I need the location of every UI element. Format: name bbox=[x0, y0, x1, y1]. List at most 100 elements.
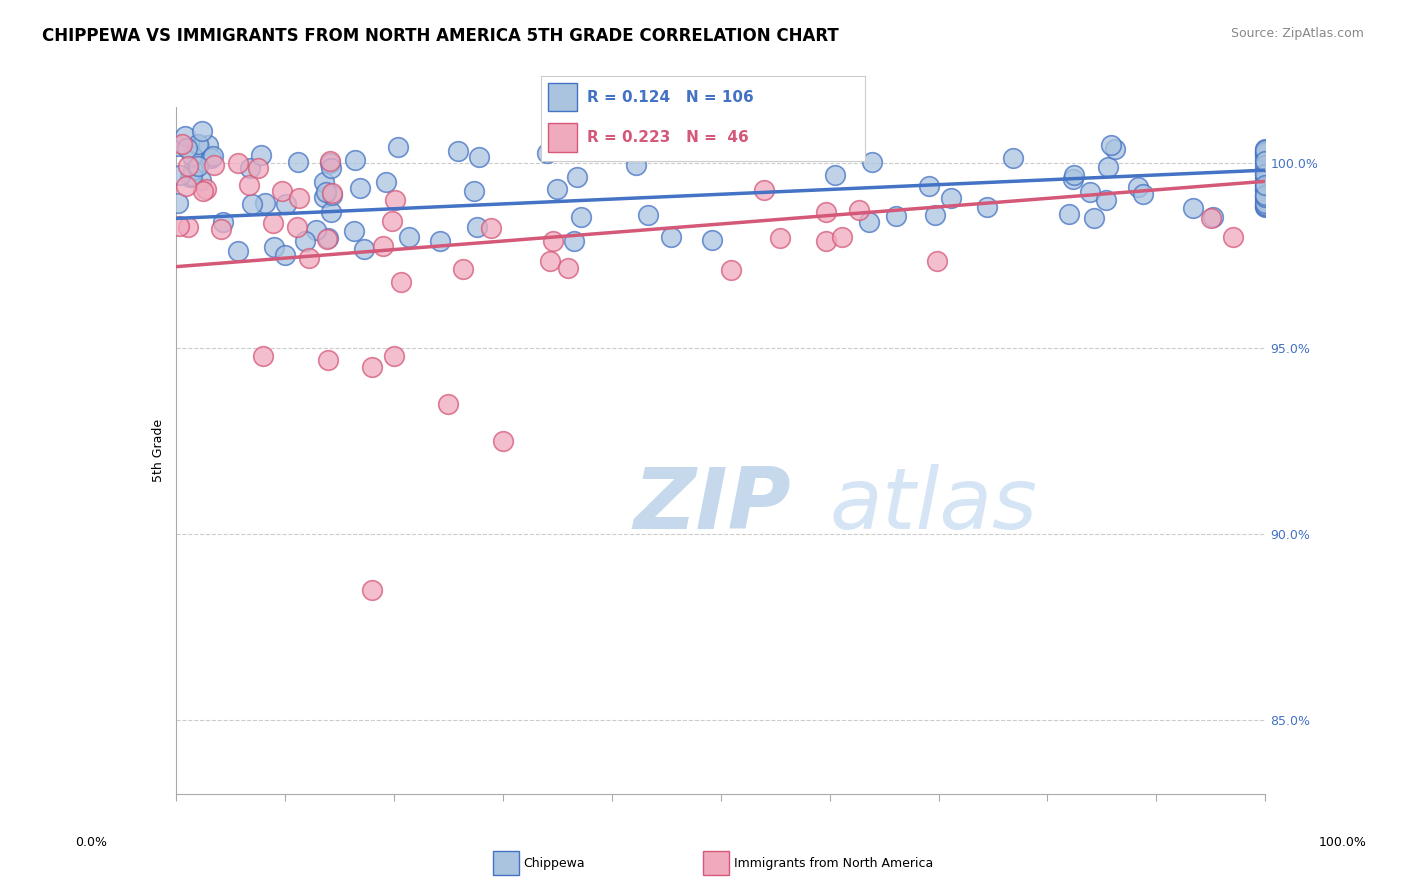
Text: R = 0.223   N =  46: R = 0.223 N = 46 bbox=[586, 130, 748, 145]
Point bbox=[191, 184, 214, 198]
Point bbox=[344, 153, 367, 167]
Point bbox=[194, 182, 217, 196]
Point bbox=[188, 139, 211, 153]
Point bbox=[1254, 198, 1277, 212]
Point bbox=[447, 144, 470, 158]
Point bbox=[1254, 178, 1277, 192]
Bar bbox=[703, 851, 730, 876]
Point bbox=[567, 170, 589, 185]
Point bbox=[769, 230, 792, 244]
Point bbox=[1062, 172, 1084, 186]
Point bbox=[167, 139, 190, 153]
Point bbox=[1254, 183, 1277, 197]
Point bbox=[848, 202, 870, 217]
Point bbox=[927, 254, 949, 268]
Point bbox=[172, 136, 194, 151]
Point bbox=[571, 210, 593, 224]
Point bbox=[389, 275, 412, 289]
Point bbox=[200, 151, 222, 165]
Point bbox=[226, 244, 249, 258]
Point bbox=[254, 196, 277, 211]
Point bbox=[263, 240, 285, 254]
Point bbox=[1254, 183, 1277, 197]
Point bbox=[321, 161, 343, 176]
Point bbox=[181, 169, 204, 183]
Point bbox=[262, 216, 284, 230]
Point bbox=[492, 434, 515, 449]
Point bbox=[314, 175, 336, 189]
Point bbox=[1201, 210, 1223, 224]
Y-axis label: 5th Grade: 5th Grade bbox=[152, 419, 165, 482]
Point bbox=[183, 163, 205, 178]
Point bbox=[1254, 180, 1277, 194]
Point bbox=[1083, 211, 1105, 225]
Point bbox=[1254, 189, 1277, 203]
Text: 0.0%: 0.0% bbox=[76, 837, 107, 849]
Text: CHIPPEWA VS IMMIGRANTS FROM NORTH AMERICA 5TH GRADE CORRELATION CHART: CHIPPEWA VS IMMIGRANTS FROM NORTH AMERIC… bbox=[42, 27, 839, 45]
Point bbox=[167, 196, 190, 211]
Point bbox=[239, 161, 262, 175]
Point bbox=[1099, 137, 1122, 152]
Text: Immigrants from North America: Immigrants from North America bbox=[734, 856, 934, 870]
Point bbox=[1254, 200, 1277, 214]
Point bbox=[191, 124, 214, 138]
Point bbox=[274, 197, 297, 211]
Point bbox=[1097, 160, 1119, 174]
Point bbox=[274, 248, 297, 262]
Point bbox=[181, 149, 204, 163]
Point bbox=[186, 159, 208, 173]
Point bbox=[177, 159, 200, 173]
Point bbox=[1095, 194, 1118, 208]
Point bbox=[463, 184, 485, 198]
Point bbox=[298, 251, 321, 265]
Point bbox=[1002, 152, 1025, 166]
Point bbox=[541, 234, 564, 248]
Point bbox=[314, 190, 336, 204]
Point bbox=[884, 209, 907, 223]
Point bbox=[321, 188, 343, 202]
Text: ZIP: ZIP bbox=[633, 464, 792, 547]
Point bbox=[387, 139, 409, 153]
Text: Chippewa: Chippewa bbox=[524, 856, 585, 870]
Point bbox=[720, 263, 742, 277]
Point bbox=[1128, 179, 1150, 194]
Point bbox=[318, 352, 340, 367]
Point bbox=[557, 260, 579, 275]
Point bbox=[226, 156, 249, 170]
Point bbox=[361, 582, 384, 597]
Point bbox=[197, 137, 219, 152]
Point bbox=[287, 191, 309, 205]
Text: R = 0.124   N = 106: R = 0.124 N = 106 bbox=[586, 89, 754, 104]
Point bbox=[373, 239, 395, 253]
Point bbox=[179, 169, 201, 184]
Text: Source: ZipAtlas.com: Source: ZipAtlas.com bbox=[1230, 27, 1364, 40]
Point bbox=[316, 230, 339, 244]
Point bbox=[173, 129, 195, 144]
Point bbox=[824, 168, 846, 182]
Point bbox=[1254, 171, 1277, 186]
Point bbox=[174, 178, 197, 193]
Point bbox=[381, 213, 404, 227]
Point bbox=[562, 234, 585, 248]
Point bbox=[1063, 168, 1085, 182]
Point bbox=[637, 208, 659, 222]
Point bbox=[176, 141, 198, 155]
Point bbox=[209, 221, 232, 235]
Point bbox=[1254, 188, 1277, 202]
Point bbox=[1254, 199, 1277, 213]
Point bbox=[451, 261, 474, 276]
Point bbox=[361, 359, 384, 374]
Point bbox=[250, 148, 273, 162]
Point bbox=[246, 161, 269, 175]
Point bbox=[754, 183, 776, 197]
Point bbox=[465, 220, 488, 235]
Point bbox=[353, 243, 375, 257]
Point bbox=[319, 156, 342, 170]
Point bbox=[169, 168, 191, 182]
Point bbox=[1254, 193, 1277, 207]
Point bbox=[1254, 168, 1277, 182]
Point bbox=[321, 186, 343, 201]
Point bbox=[467, 149, 489, 163]
Point bbox=[1254, 153, 1277, 168]
Bar bbox=[548, 83, 576, 112]
